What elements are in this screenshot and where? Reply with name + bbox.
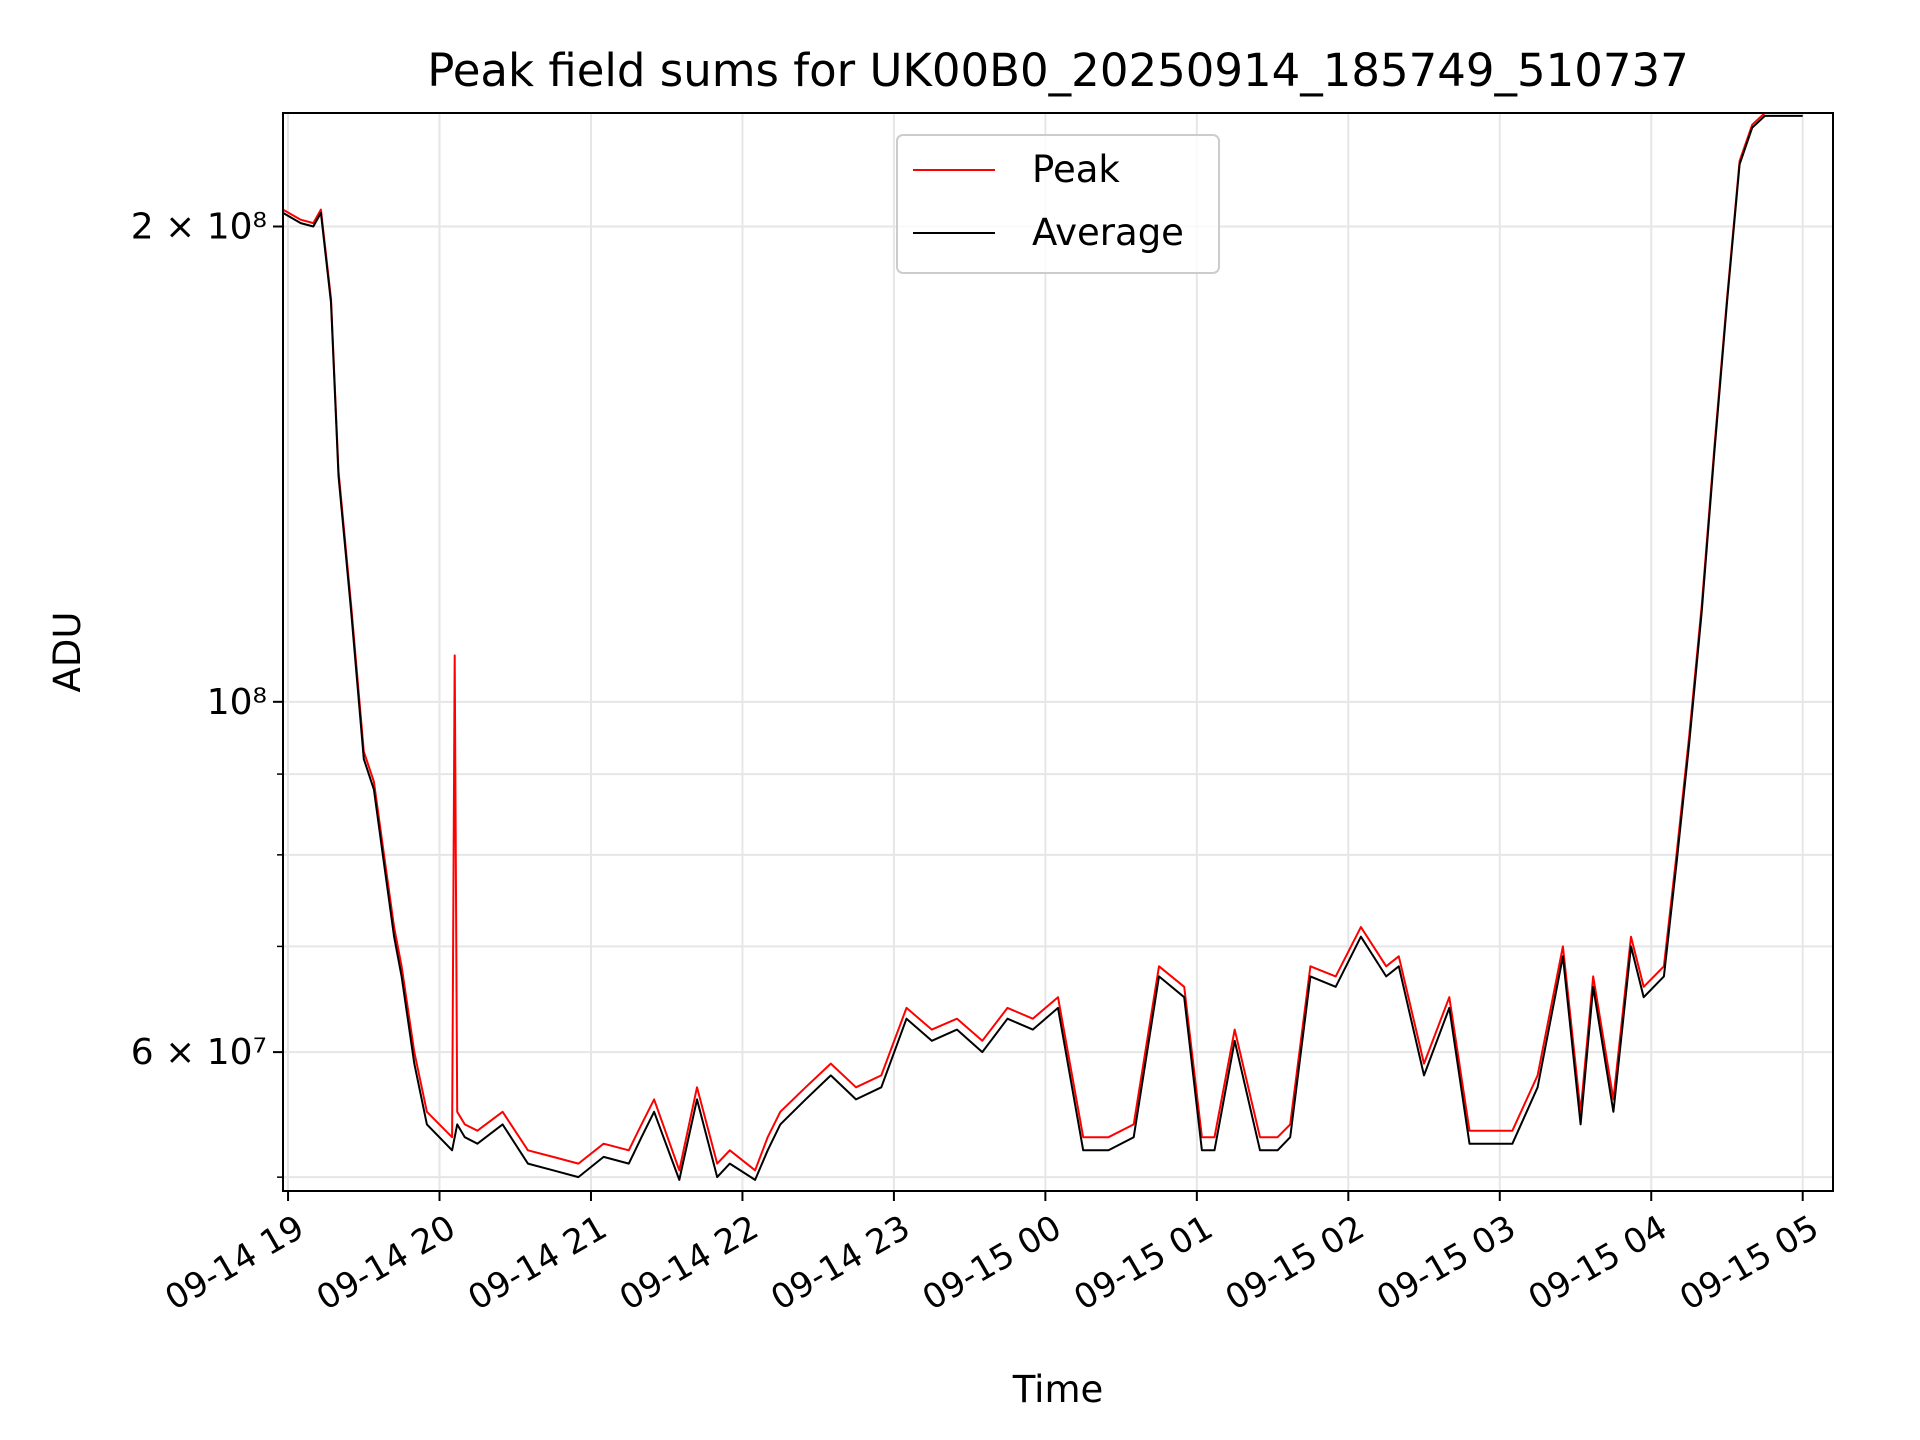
series-line-average (282, 114, 1803, 1181)
grid (283, 113, 1833, 1191)
y-tick-label: 10⁸ (207, 682, 267, 723)
plot-frame (282, 112, 1834, 1192)
y-tick-label: 2 × 10⁸ (131, 207, 267, 248)
series-lines (282, 112, 1803, 1181)
y-axis-label: ADU (46, 612, 89, 693)
chart-title: Peak field sums for UK00B0_20250914_1857… (427, 44, 1689, 97)
y-axis: 2 × 10⁸ 10⁸ 6 × 10⁷ (131, 207, 283, 1178)
series-line-peak (282, 112, 1803, 1172)
legend-average-label: Average (1032, 211, 1184, 254)
y-tick-label: 6 × 10⁷ (131, 1032, 267, 1073)
legend: Peak Average (896, 134, 1220, 274)
x-axis-label: Time (1012, 1368, 1104, 1411)
legend-peak-label: Peak (1032, 148, 1120, 191)
